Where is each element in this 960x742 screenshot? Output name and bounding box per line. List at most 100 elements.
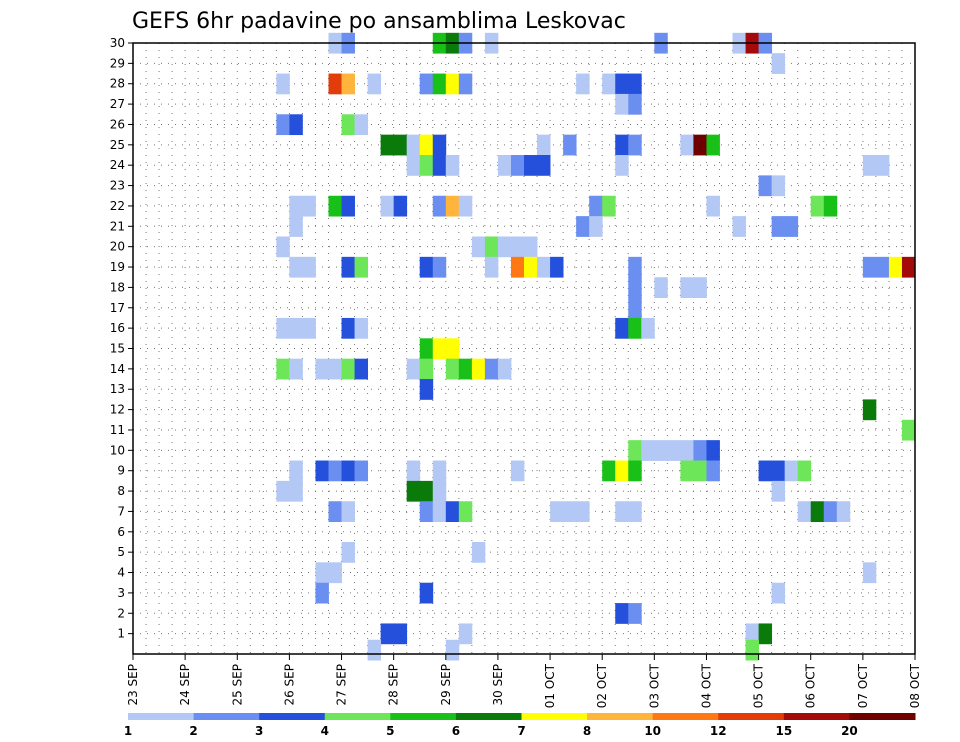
- y-tick-label: 14: [110, 362, 125, 376]
- heatmap-cell: [393, 195, 408, 217]
- colorbar-swatch: [587, 713, 654, 720]
- heatmap-cell: [875, 256, 890, 278]
- heatmap-cell: [537, 155, 551, 176]
- heatmap-cell: [680, 277, 694, 298]
- heatmap-cell: [445, 155, 460, 176]
- x-tick-label: 06 OCT: [804, 663, 818, 708]
- heatmap-cell: [628, 73, 642, 95]
- heatmap-cell: [289, 460, 303, 482]
- heatmap-cell: [693, 134, 707, 156]
- heatmap-cell: [615, 134, 629, 156]
- colorbar-label: 3: [255, 724, 263, 738]
- heatmap-cell: [758, 175, 773, 197]
- heatmap-cell: [862, 155, 877, 176]
- heatmap-cell: [419, 338, 434, 360]
- y-tick-label: 23: [110, 179, 125, 193]
- y-tick-label: 19: [110, 260, 125, 274]
- heatmap-cell: [354, 256, 368, 278]
- heatmap-cell: [315, 562, 329, 584]
- heatmap-cell: [641, 317, 655, 339]
- heatmap-cell: [524, 256, 538, 278]
- colorbar-swatch: [783, 713, 850, 720]
- heatmap-cell: [680, 134, 694, 156]
- colorbar-label: 4: [321, 724, 329, 738]
- heatmap-cell: [615, 155, 629, 176]
- y-tick-label: 25: [110, 138, 125, 152]
- colorbar-swatch: [455, 713, 522, 720]
- heatmap-cell: [628, 603, 642, 624]
- heatmap-cell: [667, 440, 681, 461]
- heatmap-cell: [393, 623, 408, 645]
- heatmap-cell: [276, 358, 290, 380]
- heatmap-cell: [432, 480, 447, 502]
- colorbar-swatch: [128, 713, 195, 720]
- heatmap-cell: [354, 460, 368, 482]
- heatmap-cell: [419, 358, 434, 380]
- heatmap-cell: [680, 440, 694, 461]
- heatmap-cell: [471, 541, 486, 563]
- heatmap-cell: [302, 195, 316, 217]
- heatmap-cell: [289, 480, 303, 502]
- heatmap-cell: [419, 480, 434, 502]
- heatmap-cell: [367, 73, 382, 95]
- heatmap-cell: [628, 277, 642, 298]
- y-tick-label: 5: [117, 545, 125, 559]
- heatmap-cell: [628, 317, 642, 339]
- heatmap-cell: [693, 440, 707, 461]
- x-tick-label: 28 SEP: [387, 664, 401, 706]
- heatmap-cell: [341, 114, 355, 136]
- x-tick-label: 24 SEP: [178, 664, 192, 706]
- heatmap-cell: [328, 460, 342, 482]
- heatmap-cell: [341, 501, 355, 523]
- heatmap-cell: [706, 195, 720, 217]
- heatmap-cell: [276, 73, 290, 95]
- x-tick-label: 29 SEP: [439, 664, 453, 706]
- heatmap-cell: [862, 399, 877, 421]
- colorbar-swatch: [193, 713, 260, 720]
- colorbar-label: 6: [452, 724, 460, 738]
- heatmap-cell: [497, 358, 512, 380]
- colorbar-label: 10: [644, 724, 661, 738]
- heatmap-cell: [628, 460, 642, 482]
- heatmap-cell: [589, 195, 603, 217]
- heatmap-cell: [615, 93, 629, 115]
- heatmap-cell: [328, 73, 342, 95]
- heatmap-cell: [563, 134, 577, 156]
- heatmap-cell: [745, 623, 759, 645]
- heatmap-cell: [901, 419, 916, 441]
- heatmap-cell: [354, 114, 368, 136]
- heatmap-cell: [784, 460, 799, 482]
- heatmap-cell: [406, 480, 421, 502]
- x-tick-label: 03 OCT: [647, 663, 661, 708]
- heatmap-cell: [706, 460, 720, 482]
- heatmap-cell: [706, 440, 720, 461]
- heatmap-cell: [654, 440, 668, 461]
- heatmap-cell: [771, 480, 786, 502]
- heatmap-cell: [341, 73, 355, 95]
- heatmap-cell: [484, 358, 499, 380]
- heatmap-cell: [680, 460, 694, 482]
- y-tick-label: 9: [117, 464, 125, 478]
- heatmap-cell: [641, 440, 655, 461]
- x-tick-label: 26 SEP: [282, 664, 296, 706]
- y-tick-label: 1: [117, 627, 125, 641]
- y-tick-label: 4: [117, 566, 125, 580]
- heatmap-cell: [758, 623, 773, 645]
- heatmap-cell: [771, 582, 786, 604]
- heatmap-cell: [458, 501, 473, 523]
- x-tick-label: 27 SEP: [335, 664, 349, 706]
- heatmap-cell: [497, 155, 512, 176]
- colorbar-label: 20: [841, 724, 858, 738]
- heatmap-cell: [354, 317, 368, 339]
- heatmap-cell: [458, 623, 473, 645]
- heatmap-cell: [510, 256, 525, 278]
- heatmap-cell: [341, 195, 355, 217]
- heatmap-cell: [289, 358, 303, 380]
- heatmap-cell: [576, 216, 590, 237]
- heatmap-cell: [628, 440, 642, 461]
- colorbar-swatch: [259, 713, 326, 720]
- colorbar-label: 5: [386, 724, 394, 738]
- heatmap-cell: [693, 277, 707, 298]
- heatmap-cell: [823, 195, 838, 217]
- heatmap-cell: [510, 155, 525, 176]
